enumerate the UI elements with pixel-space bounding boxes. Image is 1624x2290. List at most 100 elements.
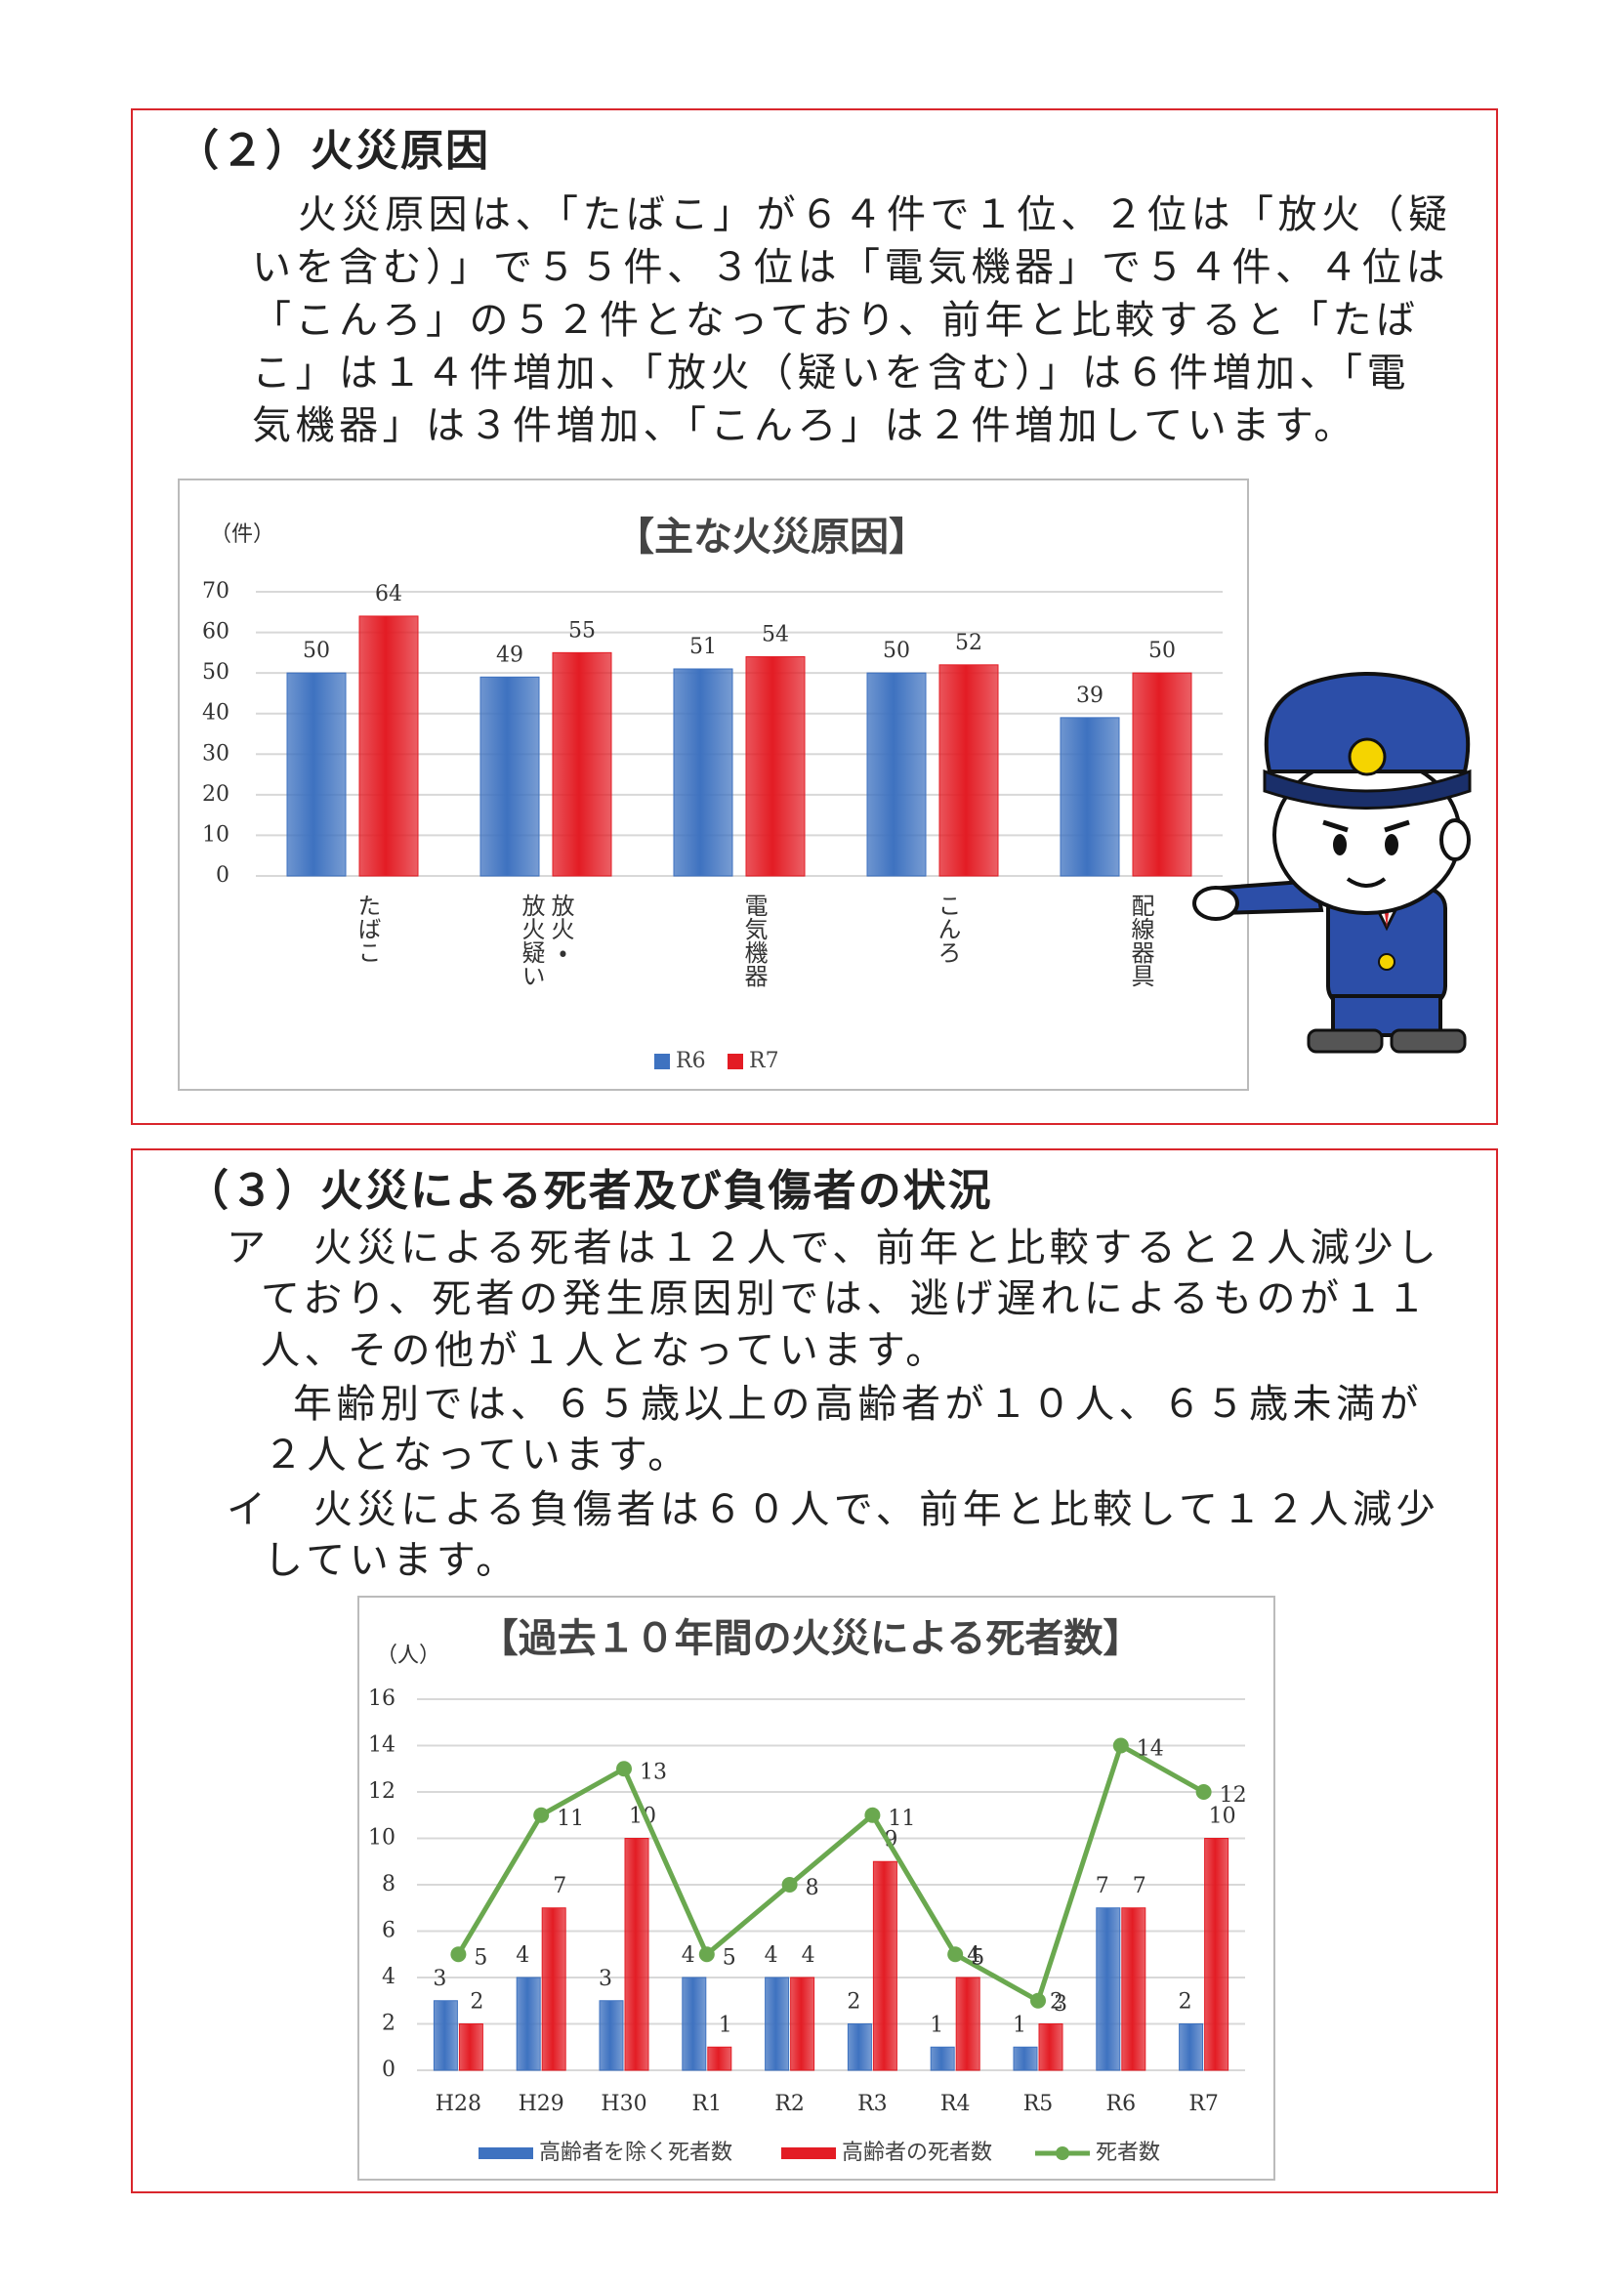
section-frame [131,108,1498,1125]
bar [1096,1907,1121,2071]
y-tick-label: 16 [368,1686,396,1711]
y-tick-label: 12 [368,1779,396,1804]
bar [516,1977,541,2071]
line-point [450,1946,467,1963]
data-label: 50 [883,639,910,663]
x-tick-label: 放火・ 放火疑い [518,894,574,987]
body-text-line: 気機器」は３件増加、「こんろ」は２件増加しています。 [252,403,1357,448]
bar [745,656,806,877]
data-label: 5 [971,1945,984,1970]
line-point [698,1946,715,1963]
y-tick-label: 0 [216,863,229,888]
data-label: 50 [1148,639,1176,663]
data-label: 49 [496,643,523,667]
x-tick-label: H28 [436,2092,481,2116]
bar [358,615,419,877]
body-text-line: ２人となっています。 [264,1433,691,1478]
body-text-line: しています。 [264,1538,520,1583]
y-tick-label: 0 [382,2058,396,2082]
data-label: 2 [1050,1990,1063,2015]
line-point [864,1807,881,1823]
x-tick-label: R3 [857,2092,888,2116]
data-label: 7 [553,1874,566,1898]
data-label: 39 [1076,684,1103,708]
x-tick-label: 配線器具 [1127,894,1154,987]
y-tick-label: 70 [202,579,229,604]
bar [1121,1907,1146,2071]
legend-swatch [479,2147,533,2159]
legend-label: 高齢者の死者数 [842,2141,992,2165]
chart-title: 【過去１０年間の火災による死者数】 [479,1616,1143,1661]
body-text-line: こ」は１４件増加、「放火（疑いを含む）」は６件増加、「電 [252,351,1410,396]
bar [1013,2046,1038,2071]
legend-swatch [654,1054,670,1069]
bar [286,672,347,877]
x-tick-label: R7 [1188,2092,1219,2116]
y-tick-label: 50 [202,660,229,685]
line-point [533,1807,550,1823]
data-label: 7 [1096,1874,1109,1898]
y-axis-unit: （人） [376,1644,440,1668]
legend-swatch [1056,2146,1069,2160]
x-tick-label: 電気機器 [740,894,768,987]
police-mascot [1192,672,1472,1054]
body-text-line: 火災原因は、「たばこ」が６４件で１位、２位は「放火（疑 [298,192,1452,237]
data-label: 13 [640,1760,667,1784]
y-tick-label: 8 [382,1872,396,1896]
data-label: 54 [762,623,789,647]
bar [1132,672,1192,877]
legend-swatch [728,1054,743,1069]
data-label: 52 [955,631,982,655]
body-text-line: 人、その他が１人となっています。 [261,1328,949,1373]
line-series [456,1741,1205,2005]
data-label: 11 [557,1807,584,1831]
y-tick-label: 60 [202,620,229,645]
bar [938,664,999,877]
bar [458,2023,483,2071]
y-axis-unit: （件） [210,522,274,547]
data-label: 2 [847,1990,860,2015]
x-tick-label: たばこ [354,894,381,964]
y-tick-label: 10 [368,1826,396,1851]
bar [930,2046,955,2071]
bar [1204,1838,1229,2071]
data-label: 4 [802,1943,815,1968]
y-tick-label: 2 [382,2012,396,2036]
y-tick-label: 30 [202,741,229,766]
chart-title: 【主な火災原因】 [615,515,928,560]
data-label: 50 [303,639,330,663]
bar [790,1977,815,2071]
data-label: 14 [1137,1737,1164,1762]
data-label: 2 [470,1990,483,2015]
bar [673,668,733,877]
x-tick-label: R2 [774,2092,805,2116]
body-text-line: ア 火災による死者は１２人で、前年と比較すると２人減少し [227,1226,1440,1270]
data-label: 5 [474,1945,487,1970]
data-label: 10 [1209,1805,1236,1829]
bar [866,672,927,877]
bar [1038,2023,1063,2071]
bar [765,1977,790,2071]
bar [682,1977,707,2071]
x-tick-label: R4 [940,2092,971,2116]
data-label: 12 [1220,1783,1247,1808]
y-tick-label: 20 [202,782,229,807]
bar [433,2000,458,2071]
line-point [616,1761,632,1777]
legend-swatch [781,2147,836,2159]
data-label: 3 [1054,1992,1067,2017]
line-point [947,1946,964,1963]
data-label: 8 [806,1876,819,1900]
data-label: 1 [719,2013,732,2037]
body-text-line: いを含む）」で５５件、３位は「電気機器」で５４件、４位は [252,245,1449,290]
bar [479,676,540,877]
section-heading: （２）火災原因 [176,126,490,176]
body-text-line: 「こんろ」の５２件となっており、前年と比較すると「たば [252,298,1420,343]
bar [1060,717,1120,877]
line-point [781,1877,798,1893]
y-tick-label: 14 [368,1733,396,1758]
body-text-line: ており、死者の発生原因別では、逃げ遅れによるものが１１ [261,1276,1431,1321]
y-tick-label: 4 [382,1965,396,1989]
data-label: 3 [599,1967,612,1991]
